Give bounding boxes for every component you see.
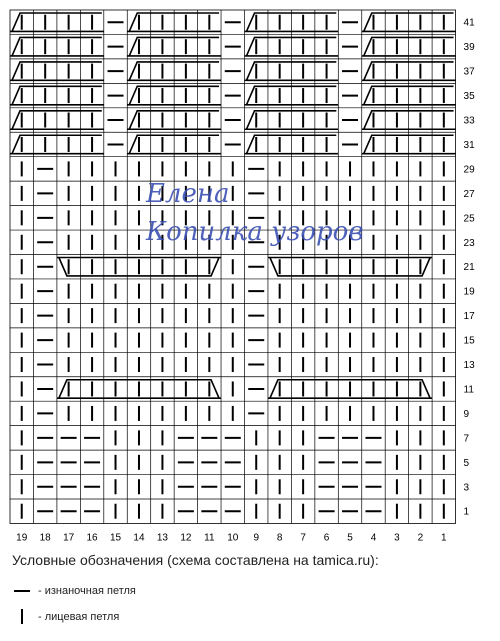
cable-crossing <box>363 12 454 32</box>
column-label: 1 <box>441 532 447 543</box>
purl-symbol-icon <box>14 590 30 592</box>
watermark-line-2: Копилка узоров <box>145 217 363 247</box>
cable-crossing <box>128 110 220 130</box>
row-label: 31 <box>464 140 476 151</box>
row-label: 39 <box>464 42 476 53</box>
column-label: 8 <box>277 532 283 543</box>
column-label: 16 <box>87 532 99 543</box>
row-label: 37 <box>464 67 476 78</box>
cable-crossing <box>128 12 220 32</box>
cable-crossing <box>11 110 102 130</box>
legend-knit: - лицевая петля <box>14 609 119 624</box>
row-label: 17 <box>464 311 476 322</box>
cable-crossing <box>128 134 220 155</box>
row-label: 33 <box>464 116 476 127</box>
column-label: 19 <box>16 532 28 543</box>
knit-symbol-icon <box>21 609 23 624</box>
grid-border <box>9 9 456 524</box>
row-label: 13 <box>464 360 476 371</box>
column-label: 5 <box>347 532 353 543</box>
column-label: 2 <box>418 532 424 543</box>
cable-crossing <box>245 110 337 130</box>
column-label: 4 <box>371 532 377 543</box>
cable-crossing <box>245 12 337 32</box>
chart-grid <box>9 9 456 524</box>
row-label: 41 <box>464 18 476 29</box>
cable-crossing <box>58 378 220 399</box>
row-label: 1 <box>464 507 470 518</box>
row-label: 29 <box>464 164 476 175</box>
row-label: 9 <box>464 409 470 420</box>
row-label: 27 <box>464 189 476 200</box>
row-label: 7 <box>464 433 470 444</box>
cable-crossing <box>11 61 102 81</box>
cable-crossing <box>11 36 102 57</box>
row-label: 35 <box>464 91 476 102</box>
cable-crossing <box>245 134 337 155</box>
cable-crossing <box>128 85 220 106</box>
legend-purl: - изнаночная петля <box>14 585 136 597</box>
row-label: 5 <box>464 458 470 469</box>
column-label: 3 <box>394 532 400 543</box>
row-label: 21 <box>464 262 476 273</box>
chart-symbols <box>20 14 445 519</box>
cable-crossing <box>11 12 102 32</box>
row-label: 23 <box>464 238 476 249</box>
cable-crossing <box>269 257 431 277</box>
legend-purl-label: - изнаночная петля <box>38 585 136 597</box>
legend-title: Условные обозначения (схема составлена н… <box>12 552 379 568</box>
column-label: 7 <box>300 532 306 543</box>
row-label: 3 <box>464 482 470 493</box>
cable-crossing <box>363 61 454 81</box>
column-labels: 19 18 17 16 15 14 13 12 11 10 9 8 7 6 5 4 3 2 1 <box>16 532 447 543</box>
cable-crossing <box>363 134 454 155</box>
cable-crossing <box>245 61 337 81</box>
column-label: 12 <box>180 532 192 543</box>
row-label: 19 <box>464 287 476 298</box>
column-label: 14 <box>133 532 145 543</box>
column-label: 18 <box>40 532 52 543</box>
column-label: 11 <box>204 532 215 543</box>
cable-crossing <box>363 85 454 106</box>
cable-crossing <box>363 110 454 130</box>
legend-knit-label: - лицевая петля <box>38 610 120 623</box>
column-label: 13 <box>157 532 169 543</box>
cable-crossing <box>245 85 337 106</box>
column-label: 17 <box>63 532 75 543</box>
row-label: 11 <box>464 384 475 395</box>
cable-crossing <box>11 85 102 106</box>
cable-crossing <box>128 61 220 81</box>
cable-crossing <box>58 257 220 277</box>
cable-crossing <box>128 36 220 57</box>
row-label: 25 <box>464 213 476 224</box>
column-label: 10 <box>227 532 239 543</box>
row-label: 15 <box>464 336 476 347</box>
column-label: 6 <box>324 532 330 543</box>
cable-crossing <box>245 36 337 57</box>
cable-crossing <box>363 36 454 57</box>
watermark-line-1: Елена <box>145 179 230 209</box>
column-label: 15 <box>110 532 122 543</box>
cable-crossing <box>269 378 431 399</box>
cable-crossing <box>11 134 102 155</box>
chart-cables <box>10 12 456 400</box>
column-label: 9 <box>253 532 259 543</box>
